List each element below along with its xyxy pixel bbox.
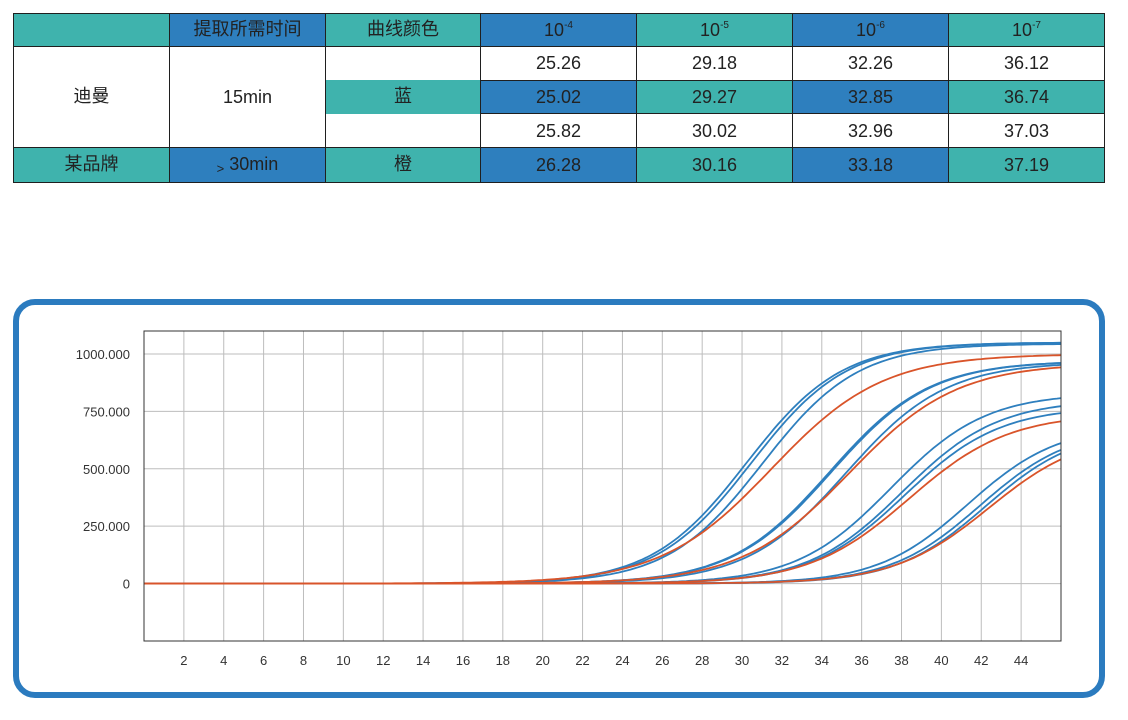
header-dilution-3: 10-6 <box>792 13 949 47</box>
brand-diman: 迪曼 <box>13 46 170 148</box>
header-curve-color: 曲线颜色 <box>325 13 481 47</box>
amplification-curve-blue <box>144 412 1062 585</box>
chart-card: 0 250.000 500.000 750.000 1000.000 2 4 6 8 10 12 1… <box>13 299 1105 698</box>
table-cell: 25.82 <box>480 113 637 148</box>
amplification-curve-orange <box>144 458 1062 585</box>
color-diman: 蓝 <box>326 80 480 114</box>
amplification-curve-blue <box>144 405 1062 585</box>
table-cell: 25.02 <box>480 79 637 115</box>
y-tick-label: 500.000 <box>83 462 130 477</box>
brand-other: 某品牌 <box>13 147 170 183</box>
table-cell: 37.19 <box>948 147 1105 183</box>
header-dilution-2: 10-5 <box>636 13 793 47</box>
time-other: > 30min <box>169 147 326 183</box>
amplification-curve-blue <box>144 397 1062 585</box>
amplification-curve-blue <box>144 343 1061 585</box>
table-row-diman-2: 25.02 29.27 32.85 36.74 <box>14 79 1105 115</box>
time-diman: 15min <box>169 46 326 148</box>
amplification-curve-blue <box>144 341 1061 585</box>
chart-curves <box>144 341 1062 585</box>
x-tick-label: 34 <box>815 653 829 668</box>
amplification-curve-blue <box>144 362 1062 585</box>
x-tick-label: 32 <box>775 653 789 668</box>
x-tick-label: 18 <box>496 653 510 668</box>
table-cell: 32.26 <box>792 46 949 81</box>
x-tick-label: 8 <box>300 653 307 668</box>
card-accent-right <box>1099 555 1105 698</box>
x-tick-label: 44 <box>1014 653 1028 668</box>
x-tick-label: 42 <box>974 653 988 668</box>
y-axis-ticks: 0 250.000 500.000 750.000 1000.000 <box>76 347 130 592</box>
x-tick-label: 6 <box>260 653 267 668</box>
x-tick-label: 22 <box>575 653 589 668</box>
plot-frame <box>143 330 1062 642</box>
header-dilution-4: 10-7 <box>948 13 1105 47</box>
table-cell: 32.85 <box>792 79 949 115</box>
x-tick-label: 38 <box>894 653 908 668</box>
header-dilution-1: 10-4 <box>480 13 637 47</box>
x-tick-label: 4 <box>220 653 227 668</box>
table-cell: 30.02 <box>636 113 793 148</box>
x-axis-ticks: 2 4 6 8 10 12 14 16 18 20 22 24 26 28 30 32 34 36 38 40 42 44 <box>180 653 1028 668</box>
color-diman-cell: 蓝 <box>325 46 481 148</box>
table-cell: 29.18 <box>636 46 793 81</box>
x-tick-label: 36 <box>854 653 868 668</box>
x-tick-label: 16 <box>456 653 470 668</box>
table-cell: 37.03 <box>948 113 1105 148</box>
table-header-row: 提取所需时间 曲线颜色 10-4 10-5 10-6 10-7 <box>13 13 1105 47</box>
table-cell: 26.28 <box>480 147 637 183</box>
table-cell: 36.74 <box>948 79 1105 115</box>
x-tick-label: 26 <box>655 653 669 668</box>
table-cell: 33.18 <box>792 147 949 183</box>
x-tick-label: 12 <box>376 653 390 668</box>
x-tick-label: 14 <box>416 653 430 668</box>
table-cell: 32.96 <box>792 113 949 148</box>
table-cell: 29.27 <box>636 79 793 115</box>
x-tick-label: 24 <box>615 653 629 668</box>
color-other: 橙 <box>325 147 481 183</box>
amplification-curve-orange <box>144 420 1062 585</box>
x-tick-label: 20 <box>535 653 549 668</box>
table-cell: 25.26 <box>480 46 637 81</box>
y-tick-label: 250.000 <box>83 519 130 534</box>
color-blank-top <box>326 47 480 80</box>
color-blank-bottom <box>326 114 480 147</box>
card-accent-bottom <box>359 692 1105 698</box>
y-tick-label: 0 <box>123 577 130 592</box>
amplification-curve-blue <box>144 362 1062 585</box>
table-row-diman-1: 迪曼 15min 蓝 25.26 29.18 32.26 36.12 <box>13 46 1105 148</box>
header-extract-time: 提取所需时间 <box>169 13 326 47</box>
header-empty-cell <box>13 13 170 47</box>
table-cell: 30.16 <box>636 147 793 183</box>
amplification-curve-blue <box>144 364 1062 585</box>
x-tick-label: 28 <box>695 653 709 668</box>
amplification-curve-blue <box>144 449 1062 585</box>
comparison-table: 提取所需时间 曲线颜色 10-4 10-5 10-6 10-7 迪曼 15min… <box>13 13 1105 183</box>
table-row-diman-3: 25.82 30.02 32.96 37.03 <box>14 113 1105 148</box>
amplification-curve-blue <box>144 442 1062 585</box>
x-tick-label: 30 <box>735 653 749 668</box>
x-tick-label: 2 <box>180 653 187 668</box>
amplification-curve-blue <box>144 341 1062 585</box>
y-tick-label: 1000.000 <box>76 347 130 362</box>
y-tick-label: 750.000 <box>83 404 130 419</box>
table-row-other-brand: 某品牌 > 30min 橙 26.28 30.16 33.18 37.19 <box>13 147 1105 183</box>
table-cell: 36.12 <box>948 46 1105 81</box>
x-tick-label: 40 <box>934 653 948 668</box>
x-tick-label: 10 <box>336 653 350 668</box>
